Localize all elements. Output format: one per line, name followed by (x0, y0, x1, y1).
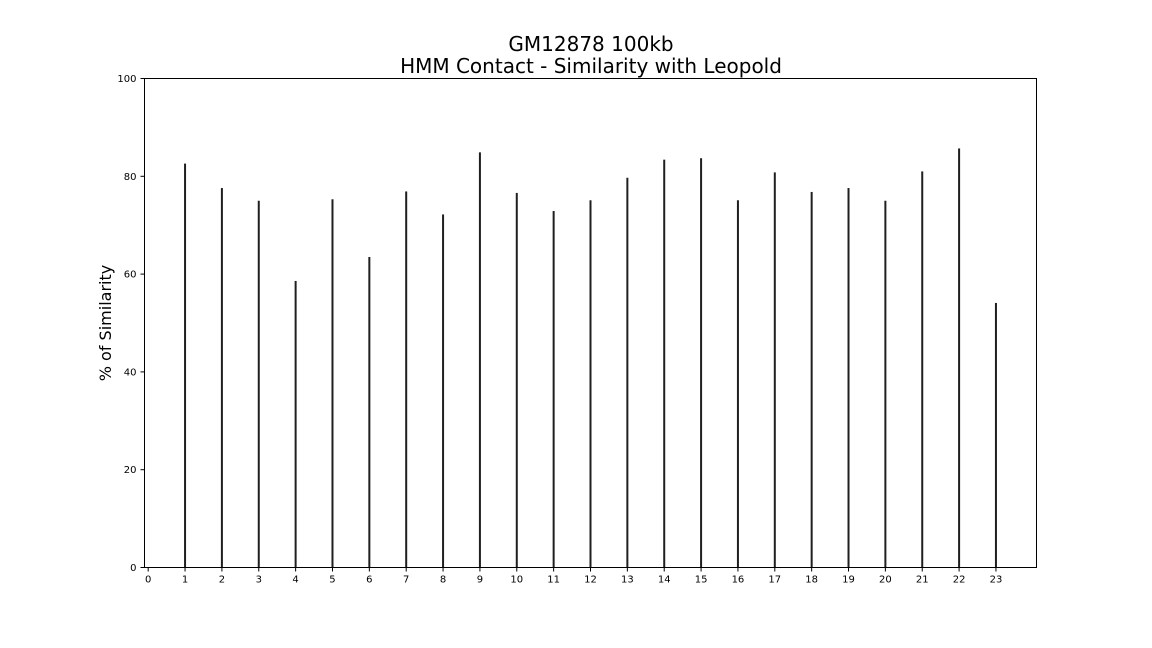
x-tick-label-4: 4 (292, 575, 298, 586)
bar-6 (368, 256, 371, 568)
x-tick-label-2: 2 (219, 575, 225, 586)
x-tick-label-13: 13 (621, 575, 634, 586)
x-tick-label-6: 6 (366, 575, 372, 586)
bar-14 (663, 159, 666, 568)
bar-22 (958, 148, 961, 568)
bar-8 (442, 214, 445, 568)
bar-4 (294, 280, 297, 568)
bar-23 (994, 302, 997, 568)
bar-21 (921, 171, 924, 568)
bar-20 (884, 200, 887, 568)
bars-layer (184, 148, 997, 568)
bar-2 (220, 188, 223, 568)
x-tick-label-23: 23 (990, 575, 1003, 586)
x-tick-label-16: 16 (732, 575, 745, 586)
chart-title-line-2: HMM Contact - Similarity with Leopold (400, 54, 782, 78)
x-tick-label-0: 0 (145, 575, 151, 586)
x-tick-label-7: 7 (403, 575, 409, 586)
bar-12 (589, 200, 592, 568)
bar-16 (736, 200, 739, 568)
x-tick-label-14: 14 (658, 575, 671, 586)
x-tick-label-19: 19 (842, 575, 855, 586)
x-tick-label-20: 20 (879, 575, 892, 586)
bar-7 (405, 191, 408, 568)
x-tick-label-9: 9 (477, 575, 483, 586)
y-axis-label: % of Similarity (96, 265, 115, 381)
bar-17 (773, 172, 776, 568)
y-tick-label-20: 20 (124, 465, 137, 476)
bar-11 (552, 211, 555, 568)
x-tick-label-1: 1 (182, 575, 188, 586)
x-tick-label-8: 8 (440, 575, 446, 586)
y-tick-label-0: 0 (130, 563, 136, 574)
bar-5 (331, 199, 334, 568)
x-tick-label-17: 17 (768, 575, 781, 586)
x-tick-label-21: 21 (916, 575, 929, 586)
x-tick-label-10: 10 (510, 575, 523, 586)
y-tick-label-40: 40 (124, 367, 137, 378)
x-tick-label-3: 3 (256, 575, 262, 586)
bar-19 (847, 188, 850, 568)
x-tick-label-18: 18 (805, 575, 818, 586)
x-tick-label-5: 5 (329, 575, 335, 586)
bar-10 (515, 192, 518, 568)
x-tick-label-11: 11 (547, 575, 560, 586)
x-tick-label-12: 12 (584, 575, 597, 586)
bar-15 (700, 158, 703, 568)
y-axis: 0 20 40 60 80 100 (117, 74, 145, 574)
x-tick-label-22: 22 (953, 575, 966, 586)
bar-3 (257, 200, 260, 568)
y-tick-label-80: 80 (124, 172, 137, 183)
x-tick-label-15: 15 (695, 575, 708, 586)
bar-1 (184, 163, 187, 568)
bar-13 (626, 177, 629, 568)
y-tick-label-60: 60 (124, 270, 137, 281)
x-axis: 0 1 2 3 4 5 6 7 8 9 10 11 12 13 14 15 16 17 18 19 20 21 22 23 (145, 567, 1003, 586)
plot-frame (144, 78, 1037, 568)
y-tick-label-100: 100 (117, 74, 136, 85)
bar-9 (478, 152, 481, 568)
bar-18 (810, 191, 813, 568)
chart-title-line-1: GM12878 100kb (508, 32, 674, 56)
